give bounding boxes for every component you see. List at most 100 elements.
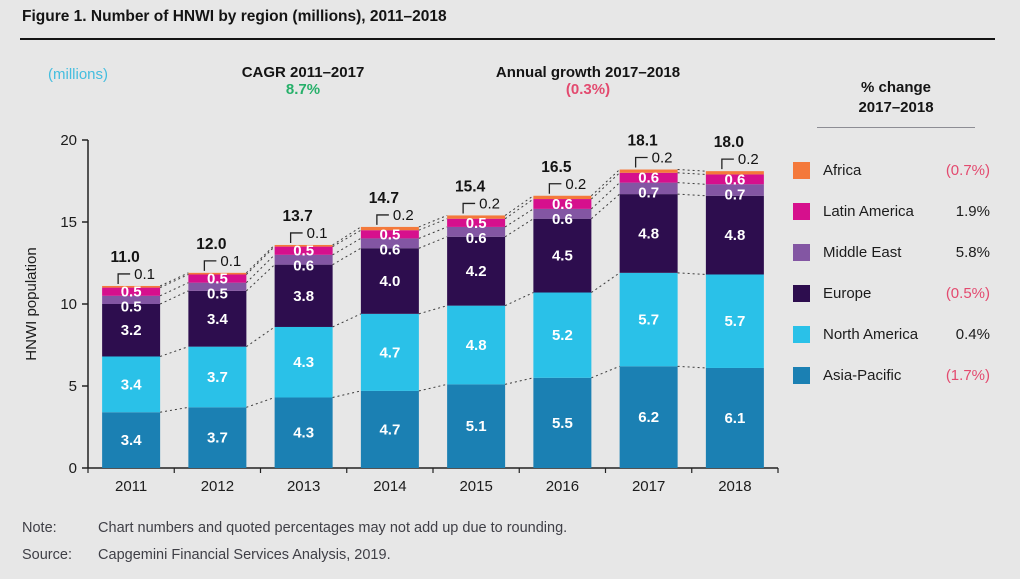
svg-text:5.1: 5.1 [466,418,487,435]
svg-text:0.5: 0.5 [207,271,228,288]
svg-text:0: 0 [69,460,77,477]
svg-text:3.7: 3.7 [207,430,228,447]
svg-text:0.2: 0.2 [479,195,500,212]
svg-text:15.4: 15.4 [455,178,486,195]
legend-item-europe: Europe (0.5%) [793,273,990,314]
note-text: Chart numbers and quoted percentages may… [98,520,568,536]
figure-title: Figure 1. Number of HNWI by region (mill… [22,8,447,25]
svg-text:0.5: 0.5 [121,299,142,316]
svg-text:3.8: 3.8 [293,288,314,305]
svg-text:2013: 2013 [287,478,320,495]
middle-east-swatch-icon [793,243,810,261]
svg-text:3.7: 3.7 [207,369,228,386]
legend-item-asia-pacific: Asia-Pacific (1.7%) [793,355,990,396]
svg-text:0.5: 0.5 [293,243,314,260]
legend-title-line2: 2017–2018 [858,99,934,117]
svg-text:4.3: 4.3 [293,425,314,442]
source-label: Source: [22,547,72,563]
svg-text:5.7: 5.7 [638,312,659,329]
source-text: Capgemini Financial Services Analysis, 2… [98,547,391,563]
svg-text:0.5: 0.5 [207,286,228,303]
svg-text:4.0: 4.0 [379,273,400,290]
svg-text:0.1: 0.1 [220,253,241,270]
svg-text:0.6: 0.6 [466,230,487,247]
svg-text:6.1: 6.1 [724,410,745,427]
svg-text:5: 5 [69,378,77,395]
cagr-value: 8.7% [285,81,321,98]
legend-value: 5.8% [955,243,990,261]
svg-text:12.0: 12.0 [196,236,226,253]
svg-text:2018: 2018 [718,478,751,495]
svg-text:0.6: 0.6 [552,196,573,213]
svg-text:0.5: 0.5 [466,215,487,232]
asia-pacific-swatch-icon [793,366,810,384]
svg-text:0.6: 0.6 [552,211,573,228]
europe-swatch-icon [793,284,810,302]
svg-text:2015: 2015 [459,478,492,495]
svg-text:3.4: 3.4 [207,311,229,328]
latin-america-swatch-icon [793,202,810,220]
svg-text:18.1: 18.1 [628,133,659,150]
svg-text:0.1: 0.1 [134,266,155,283]
svg-text:2016: 2016 [546,478,579,495]
legend-item-north-america: North America 0.4% [793,314,990,355]
legend-value: 0.4% [955,325,990,343]
growth-block: Annual growth 2017–2018 (0.3%) [468,64,708,98]
cagr-label: CAGR 2011–2017 [241,64,365,81]
legend-value: (0.5%) [945,284,990,302]
svg-text:5.5: 5.5 [552,415,573,432]
svg-text:13.7: 13.7 [283,208,313,225]
svg-text:0.6: 0.6 [638,170,659,187]
svg-text:HNWI population: HNWI population [23,247,40,360]
svg-text:4.7: 4.7 [379,344,400,361]
north-america-swatch-icon [793,325,810,343]
svg-text:0.5: 0.5 [121,284,142,301]
svg-text:0.1: 0.1 [307,225,328,242]
svg-text:20: 20 [60,132,77,149]
source-row: Source: Capgemini Financial Services Ana… [22,547,391,563]
legend-panel: % change 2017–2018 Africa (0.7%) Latin A… [793,78,990,396]
svg-text:16.5: 16.5 [541,159,572,176]
svg-text:3.4: 3.4 [121,432,143,449]
svg-text:0.2: 0.2 [393,207,414,224]
legend-name: Latin America [823,202,914,220]
svg-text:11.0: 11.0 [110,249,139,266]
svg-text:3.2: 3.2 [121,322,142,339]
svg-text:4.2: 4.2 [466,263,487,280]
svg-text:2012: 2012 [201,478,234,495]
svg-text:0.2: 0.2 [652,150,673,167]
svg-text:0.6: 0.6 [293,258,314,275]
cagr-block: CAGR 2011–2017 8.7% [213,64,393,98]
svg-text:2017: 2017 [632,478,665,495]
svg-text:6.2: 6.2 [638,409,659,426]
svg-text:10: 10 [60,296,77,313]
legend-name: Europe [823,284,872,302]
svg-text:5.7: 5.7 [724,313,745,330]
svg-text:0.7: 0.7 [724,186,745,203]
legend-value: 1.9% [955,202,990,220]
legend-value: (1.7%) [945,366,990,384]
svg-text:14.7: 14.7 [369,190,399,207]
note-row: Note: Chart numbers and quoted percentag… [22,520,567,536]
legend-item-africa: Africa (0.7%) [793,150,990,191]
legend-name: North America [823,325,919,343]
svg-text:4.8: 4.8 [638,225,659,242]
legend-value: (0.7%) [945,161,990,179]
legend-name: Africa [823,161,862,179]
legend-title: % change 2017–2018 [817,78,975,128]
units-label: (millions) [48,66,108,83]
svg-text:4.3: 4.3 [293,354,314,371]
svg-text:0.2: 0.2 [565,176,586,193]
legend-name: Middle East [823,243,902,261]
svg-text:18.0: 18.0 [714,134,744,151]
svg-text:0.7: 0.7 [638,185,659,202]
svg-text:4.8: 4.8 [466,337,487,354]
legend-title-line1: % change [860,79,932,96]
legend-item-latin-america: Latin America 1.9% [793,191,990,232]
growth-value: (0.3%) [565,81,611,98]
note-label: Note: [22,520,57,536]
svg-text:0.2: 0.2 [738,151,759,168]
svg-text:2011: 2011 [115,478,147,495]
svg-text:4.7: 4.7 [379,421,400,438]
